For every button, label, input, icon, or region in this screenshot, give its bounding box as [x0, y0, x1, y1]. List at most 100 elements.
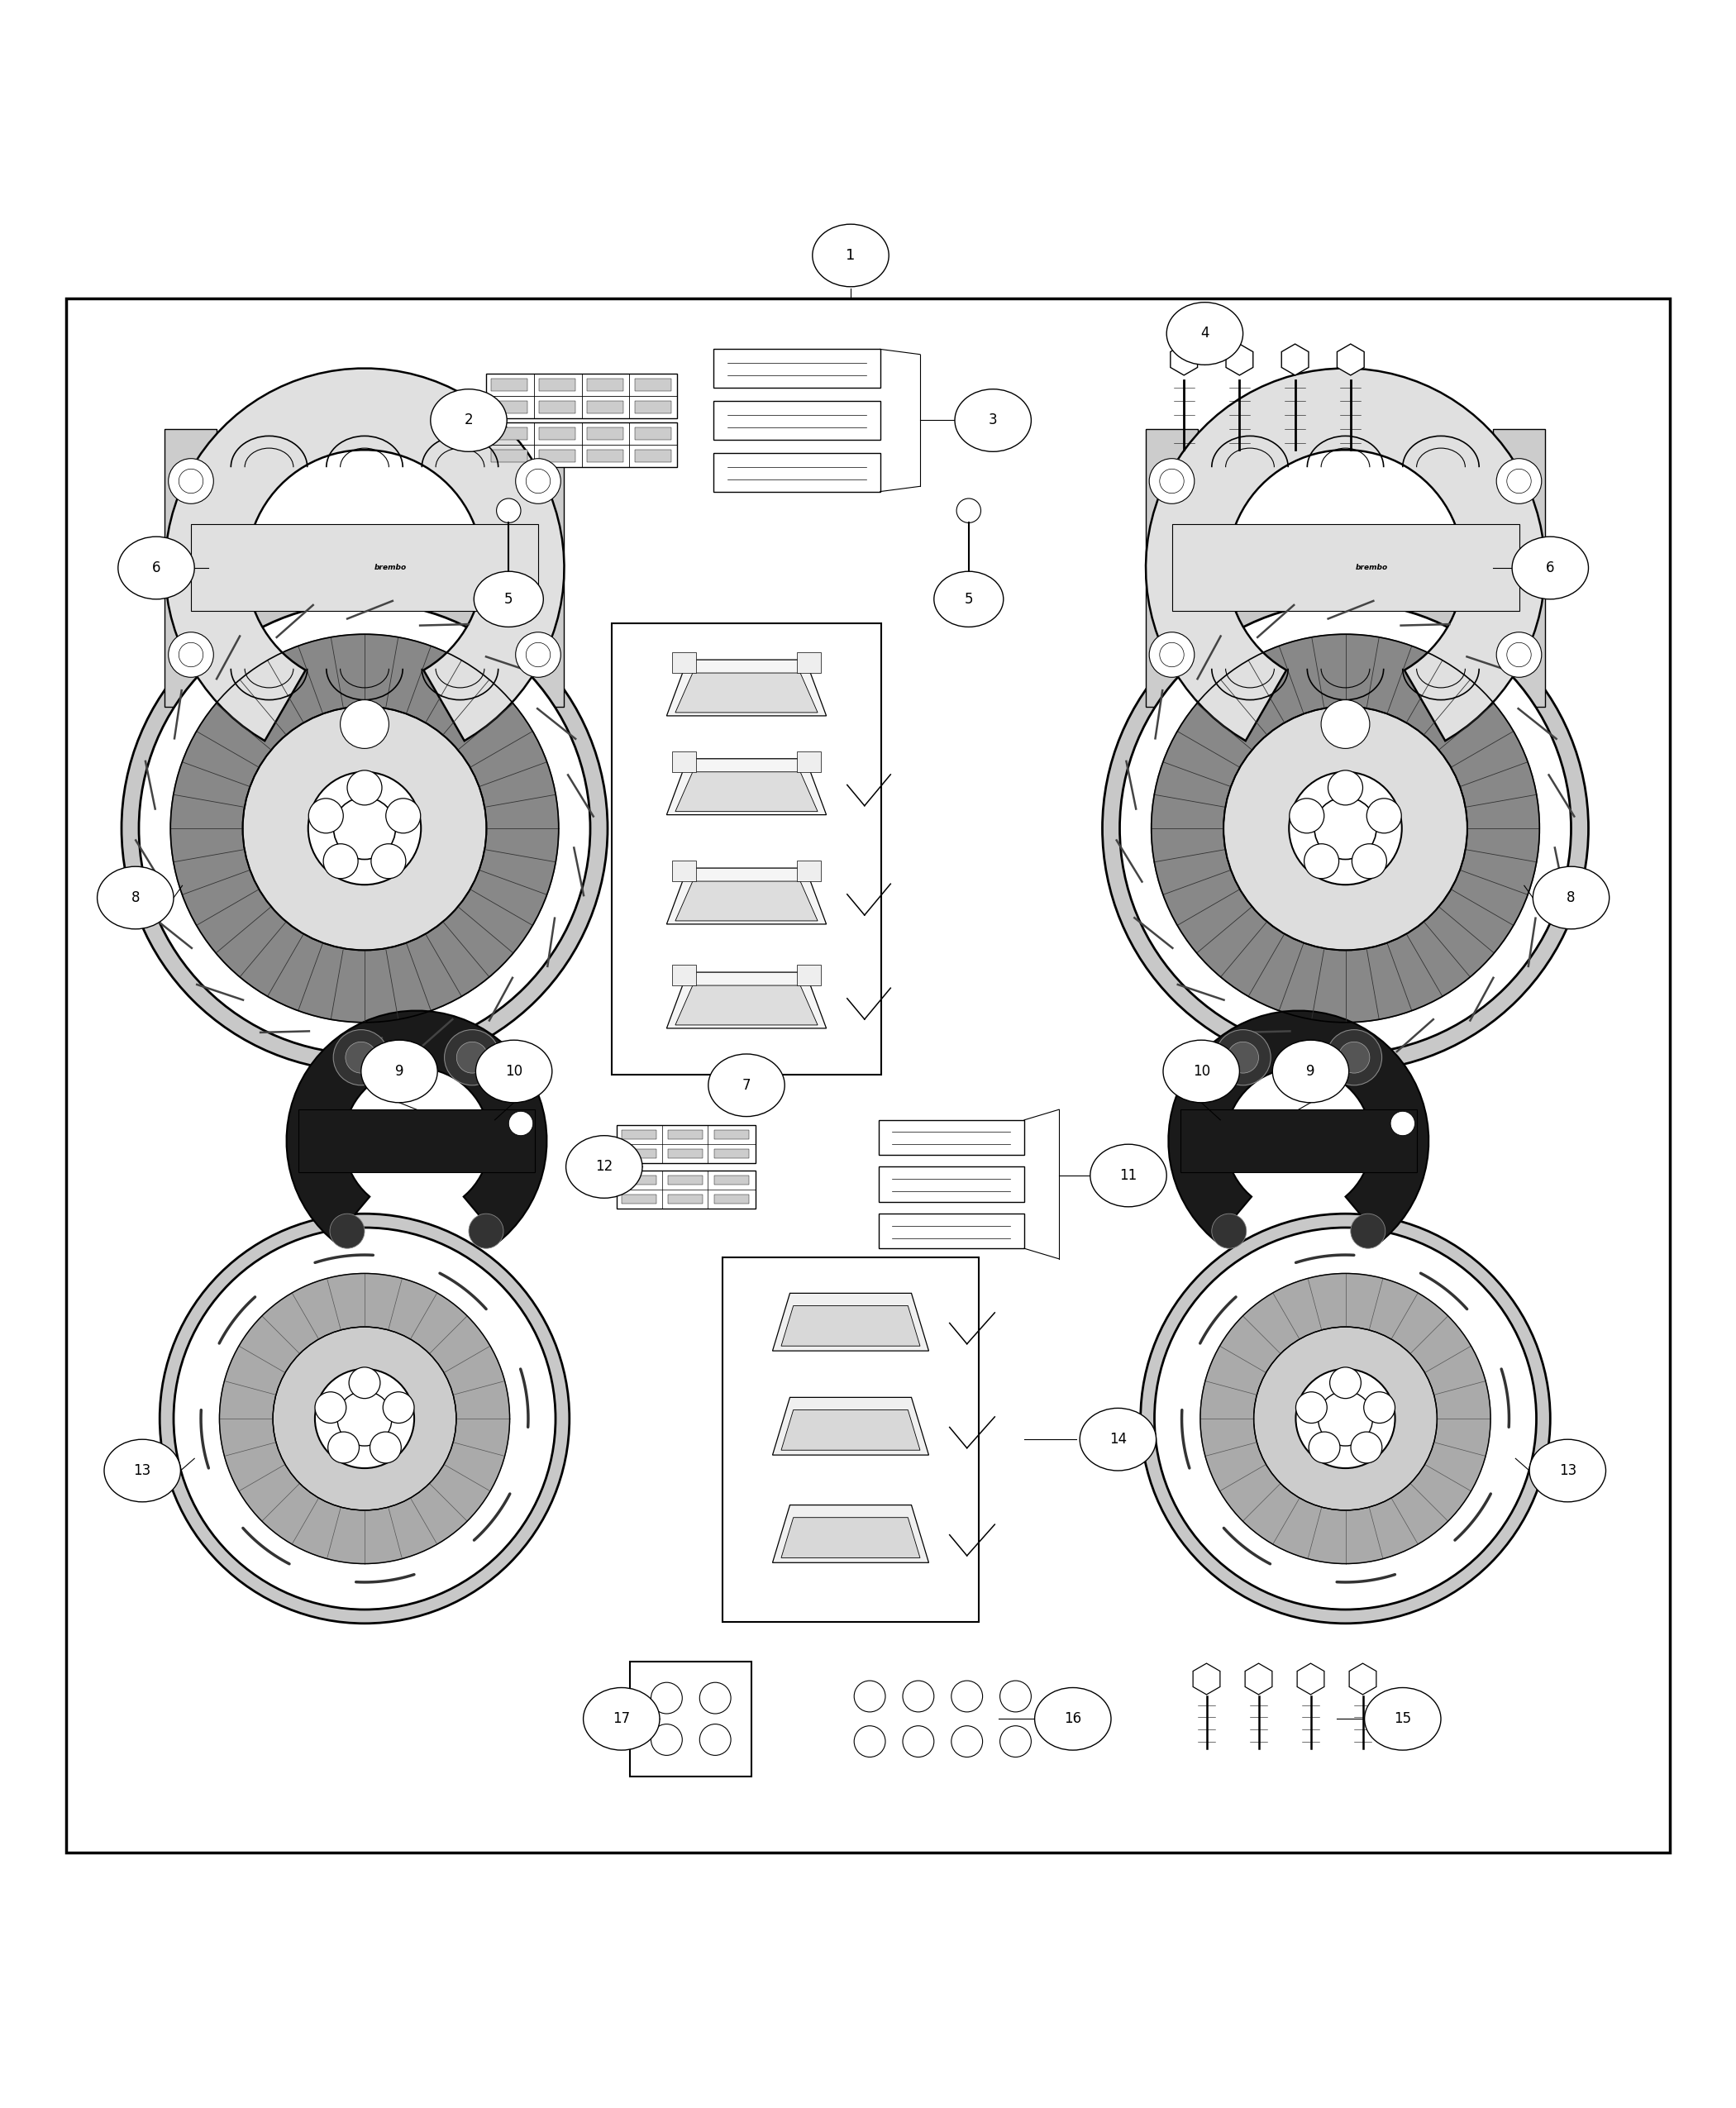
Circle shape — [444, 1029, 500, 1086]
Text: 14: 14 — [1109, 1431, 1127, 1446]
Polygon shape — [286, 1010, 547, 1240]
Polygon shape — [1226, 344, 1253, 375]
Circle shape — [951, 1680, 983, 1712]
Circle shape — [509, 1111, 533, 1136]
Ellipse shape — [566, 1136, 642, 1197]
Circle shape — [1253, 1326, 1437, 1509]
FancyBboxPatch shape — [878, 1119, 1024, 1155]
FancyBboxPatch shape — [635, 379, 672, 390]
Ellipse shape — [476, 1039, 552, 1102]
FancyBboxPatch shape — [668, 1149, 703, 1157]
Text: 7: 7 — [743, 1077, 750, 1092]
Text: 10: 10 — [505, 1065, 523, 1079]
Circle shape — [1200, 1273, 1491, 1564]
Circle shape — [372, 843, 406, 879]
Circle shape — [174, 1227, 556, 1611]
Polygon shape — [1297, 1663, 1325, 1695]
FancyBboxPatch shape — [713, 1149, 748, 1157]
Ellipse shape — [934, 571, 1003, 626]
Ellipse shape — [1512, 538, 1588, 599]
Circle shape — [1000, 1726, 1031, 1758]
Circle shape — [243, 706, 486, 951]
FancyBboxPatch shape — [635, 449, 672, 462]
Circle shape — [1338, 1041, 1370, 1073]
Circle shape — [122, 586, 608, 1071]
FancyBboxPatch shape — [540, 401, 576, 413]
Polygon shape — [675, 984, 818, 1024]
Circle shape — [139, 603, 590, 1054]
Ellipse shape — [118, 538, 194, 599]
Ellipse shape — [1080, 1408, 1156, 1471]
Ellipse shape — [583, 1689, 660, 1750]
Polygon shape — [165, 369, 564, 740]
FancyBboxPatch shape — [635, 428, 672, 438]
Text: 8: 8 — [132, 890, 139, 904]
Ellipse shape — [1529, 1440, 1606, 1501]
Circle shape — [340, 700, 389, 748]
Circle shape — [219, 1273, 510, 1564]
Text: brembo: brembo — [375, 565, 406, 571]
Circle shape — [1326, 1029, 1382, 1086]
Polygon shape — [781, 1518, 920, 1558]
Circle shape — [1227, 1041, 1259, 1073]
Circle shape — [1154, 1227, 1536, 1611]
Circle shape — [337, 1391, 392, 1446]
Circle shape — [309, 799, 344, 833]
FancyBboxPatch shape — [1146, 430, 1198, 706]
FancyBboxPatch shape — [621, 1176, 656, 1185]
Text: 5: 5 — [965, 592, 974, 607]
Circle shape — [496, 497, 521, 523]
FancyBboxPatch shape — [672, 860, 696, 881]
Circle shape — [1391, 1111, 1415, 1136]
Polygon shape — [781, 1410, 920, 1450]
FancyBboxPatch shape — [191, 525, 538, 611]
Circle shape — [385, 799, 420, 833]
FancyBboxPatch shape — [713, 350, 880, 388]
FancyBboxPatch shape — [611, 624, 880, 1075]
Ellipse shape — [955, 390, 1031, 451]
Polygon shape — [781, 1305, 920, 1347]
Text: 15: 15 — [1394, 1712, 1411, 1726]
Text: 9: 9 — [396, 1065, 403, 1079]
Polygon shape — [667, 660, 826, 717]
FancyBboxPatch shape — [621, 1195, 656, 1204]
Circle shape — [1295, 1368, 1396, 1467]
Circle shape — [333, 1029, 389, 1086]
Text: 4: 4 — [1200, 327, 1208, 341]
Circle shape — [1212, 1214, 1246, 1248]
Polygon shape — [675, 772, 818, 812]
Circle shape — [1224, 706, 1467, 951]
Ellipse shape — [1364, 1689, 1441, 1750]
Ellipse shape — [1163, 1039, 1240, 1102]
Circle shape — [903, 1680, 934, 1712]
Text: 11: 11 — [1120, 1168, 1137, 1183]
FancyBboxPatch shape — [616, 1170, 755, 1208]
Ellipse shape — [104, 1440, 181, 1501]
Circle shape — [1141, 1214, 1550, 1623]
FancyBboxPatch shape — [672, 750, 696, 772]
Circle shape — [330, 1214, 365, 1248]
Polygon shape — [1146, 369, 1545, 740]
Circle shape — [1304, 843, 1338, 879]
FancyBboxPatch shape — [668, 1130, 703, 1138]
FancyBboxPatch shape — [486, 373, 677, 419]
Circle shape — [333, 797, 396, 860]
Text: 5: 5 — [503, 592, 514, 607]
Circle shape — [526, 468, 550, 493]
FancyBboxPatch shape — [797, 651, 821, 672]
FancyBboxPatch shape — [713, 1176, 748, 1185]
Ellipse shape — [97, 866, 174, 930]
FancyBboxPatch shape — [713, 1195, 748, 1204]
FancyBboxPatch shape — [672, 965, 696, 984]
Polygon shape — [1193, 1663, 1220, 1695]
Text: 13: 13 — [134, 1463, 151, 1478]
Circle shape — [309, 772, 420, 885]
FancyBboxPatch shape — [878, 1214, 1024, 1248]
Circle shape — [1149, 460, 1194, 504]
Polygon shape — [1281, 344, 1309, 375]
Polygon shape — [773, 1398, 929, 1455]
FancyBboxPatch shape — [630, 1661, 752, 1777]
Text: brembo: brembo — [1356, 565, 1387, 571]
FancyBboxPatch shape — [635, 401, 672, 413]
Polygon shape — [675, 881, 818, 921]
